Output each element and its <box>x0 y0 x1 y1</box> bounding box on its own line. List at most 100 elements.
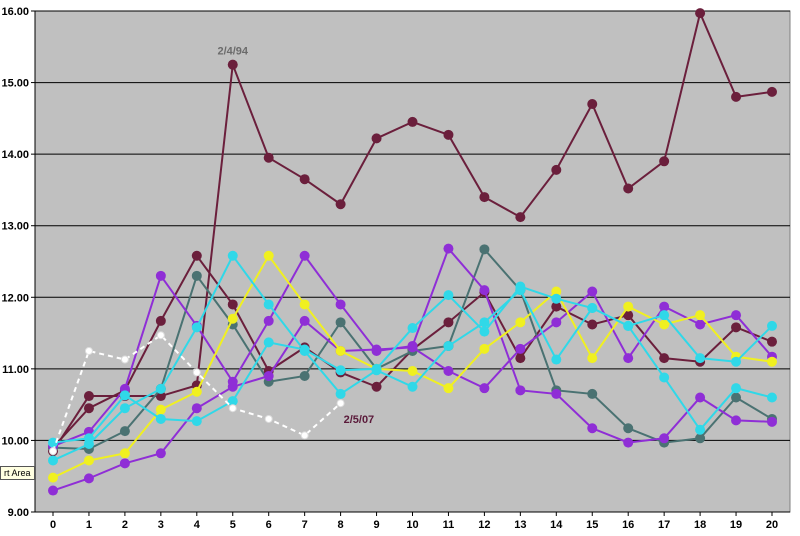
data-point[interactable] <box>659 372 670 383</box>
data-point[interactable] <box>767 392 777 403</box>
data-point[interactable] <box>479 383 490 394</box>
data-point[interactable] <box>551 293 562 304</box>
data-point[interactable] <box>659 156 670 167</box>
data-point[interactable] <box>767 320 777 331</box>
data-point[interactable] <box>695 8 706 19</box>
data-point[interactable] <box>551 164 562 175</box>
data-point[interactable] <box>83 403 94 414</box>
data-point[interactable] <box>155 315 166 326</box>
data-point[interactable] <box>695 319 706 330</box>
data-point[interactable] <box>119 458 130 469</box>
data-point[interactable] <box>84 346 93 355</box>
data-point[interactable] <box>227 381 238 392</box>
data-point[interactable] <box>443 129 454 140</box>
data-point[interactable] <box>191 250 202 261</box>
data-point[interactable] <box>515 212 526 223</box>
data-point[interactable] <box>515 353 526 364</box>
data-point[interactable] <box>587 423 598 434</box>
data-point[interactable] <box>695 433 706 444</box>
data-point[interactable] <box>767 416 777 427</box>
data-point[interactable] <box>407 366 418 377</box>
data-point[interactable] <box>731 392 742 403</box>
data-point[interactable] <box>227 396 238 407</box>
data-point[interactable] <box>155 413 166 424</box>
data-point[interactable] <box>83 439 94 450</box>
data-point[interactable] <box>587 303 598 314</box>
data-point[interactable] <box>587 319 598 330</box>
data-point[interactable] <box>515 285 526 296</box>
data-point[interactable] <box>299 315 310 326</box>
data-point[interactable] <box>335 365 346 376</box>
data-point[interactable] <box>263 250 274 261</box>
data-point[interactable] <box>623 437 634 448</box>
data-point[interactable] <box>407 381 418 392</box>
data-point[interactable] <box>335 345 346 356</box>
data-point[interactable] <box>48 472 58 483</box>
data-point[interactable] <box>551 286 562 297</box>
data-point[interactable] <box>587 353 598 364</box>
data-point[interactable] <box>479 244 490 255</box>
data-point[interactable] <box>407 342 418 353</box>
data-point[interactable] <box>551 301 562 312</box>
data-point[interactable] <box>695 392 706 403</box>
data-point[interactable] <box>659 310 670 321</box>
data-point[interactable] <box>587 286 598 297</box>
data-point[interactable] <box>191 270 202 281</box>
data-point[interactable] <box>335 299 346 310</box>
data-point[interactable] <box>120 355 129 364</box>
data-point[interactable] <box>695 310 706 321</box>
data-point[interactable] <box>623 310 634 321</box>
data-point[interactable] <box>48 485 58 496</box>
data-point[interactable] <box>623 183 634 194</box>
data-point[interactable] <box>227 299 238 310</box>
data-point[interactable] <box>227 59 238 70</box>
data-point[interactable] <box>263 315 274 326</box>
data-point[interactable] <box>155 270 166 281</box>
data-point[interactable] <box>443 340 454 351</box>
data-point[interactable] <box>155 404 166 415</box>
data-point[interactable] <box>263 371 274 382</box>
data-point[interactable] <box>479 343 490 354</box>
data-point[interactable] <box>299 174 310 185</box>
data-point[interactable] <box>731 310 742 321</box>
data-point[interactable] <box>156 331 165 340</box>
data-point[interactable] <box>119 390 130 401</box>
data-point[interactable] <box>767 356 777 367</box>
data-point[interactable] <box>299 345 310 356</box>
data-point[interactable] <box>299 250 310 261</box>
data-point[interactable] <box>83 391 94 402</box>
data-point[interactable] <box>551 354 562 365</box>
data-point[interactable] <box>119 403 130 414</box>
data-point[interactable] <box>264 414 273 423</box>
data-point[interactable] <box>191 322 202 333</box>
data-point[interactable] <box>335 317 346 328</box>
data-point[interactable] <box>155 448 166 459</box>
data-point[interactable] <box>48 455 58 466</box>
data-point[interactable] <box>155 383 166 394</box>
data-point[interactable] <box>443 290 454 301</box>
data-point[interactable] <box>335 199 346 210</box>
data-point[interactable] <box>299 299 310 310</box>
data-point[interactable] <box>119 426 130 437</box>
data-point[interactable] <box>659 319 670 330</box>
data-point[interactable] <box>731 91 742 102</box>
data-point[interactable] <box>515 385 526 396</box>
data-point[interactable] <box>299 371 310 382</box>
data-point[interactable] <box>228 404 237 413</box>
data-point[interactable] <box>335 388 346 399</box>
data-point[interactable] <box>49 447 57 456</box>
data-point[interactable] <box>443 243 454 254</box>
data-point[interactable] <box>443 383 454 394</box>
plot-area[interactable] <box>34 10 791 513</box>
data-point[interactable] <box>695 353 706 364</box>
data-point[interactable] <box>731 383 742 394</box>
data-point[interactable] <box>623 353 634 364</box>
data-point[interactable] <box>83 473 94 484</box>
data-point[interactable] <box>587 99 598 110</box>
data-point[interactable] <box>551 388 562 399</box>
data-point[interactable] <box>479 285 490 296</box>
data-point[interactable] <box>443 317 454 328</box>
data-point[interactable] <box>587 388 598 399</box>
data-point[interactable] <box>623 301 634 312</box>
data-point[interactable] <box>83 455 94 466</box>
